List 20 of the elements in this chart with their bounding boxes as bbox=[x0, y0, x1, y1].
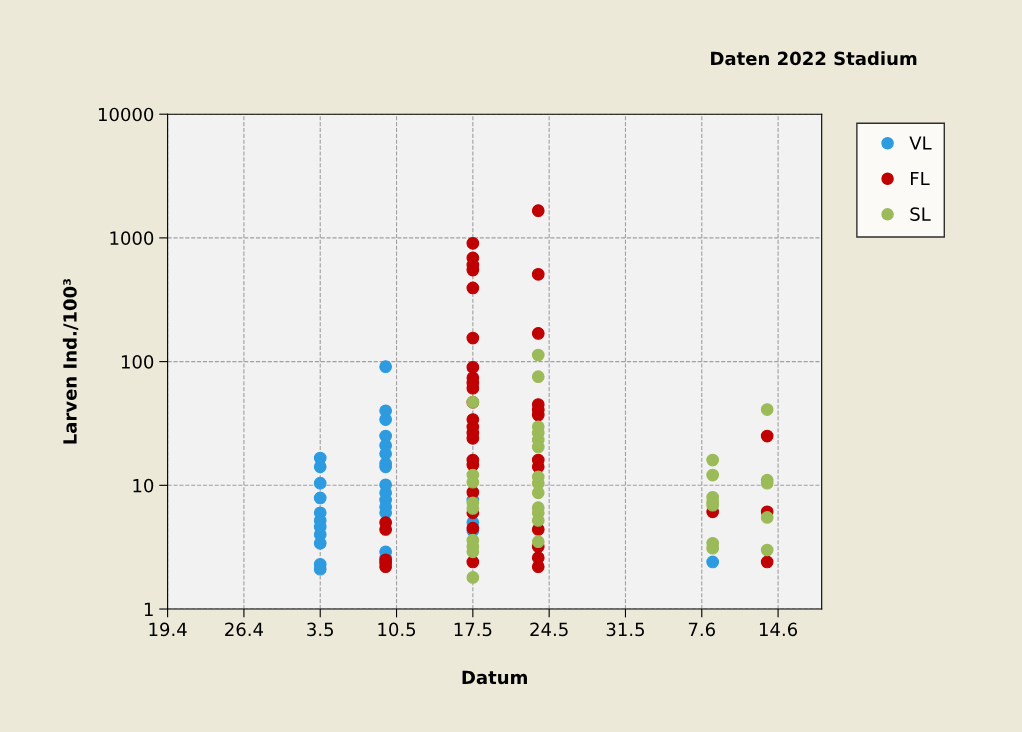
x-tick-label: 19.4 bbox=[149, 622, 187, 637]
x-tick-label: 31.5 bbox=[606, 622, 644, 637]
x-axis-title: Datum bbox=[462, 670, 527, 685]
x-tick-label: 24.5 bbox=[530, 622, 568, 637]
legend-label: FL bbox=[911, 171, 930, 186]
x-tick-label: 3.5 bbox=[307, 622, 334, 637]
legend-label: SL bbox=[910, 207, 931, 221]
y-tick-label: 10000 bbox=[98, 107, 154, 122]
y-tick-label: 100 bbox=[121, 355, 154, 369]
x-tick-label: 17.5 bbox=[454, 622, 492, 637]
legend-label: VL bbox=[909, 136, 932, 150]
x-tick-label: 14.6 bbox=[759, 622, 798, 637]
y-tick-label: 1 bbox=[144, 602, 153, 616]
y-axis-title: Larven Ind./100³ bbox=[62, 278, 79, 444]
x-tick-label: 7.6 bbox=[688, 622, 715, 637]
y-tick-label: 1000 bbox=[110, 231, 154, 246]
chart-title: Daten 2022 Stadium bbox=[711, 51, 917, 66]
x-tick-label: 26.4 bbox=[225, 622, 264, 637]
x-tick-label: 10.5 bbox=[378, 622, 416, 637]
y-tick-label: 10 bbox=[133, 478, 154, 493]
